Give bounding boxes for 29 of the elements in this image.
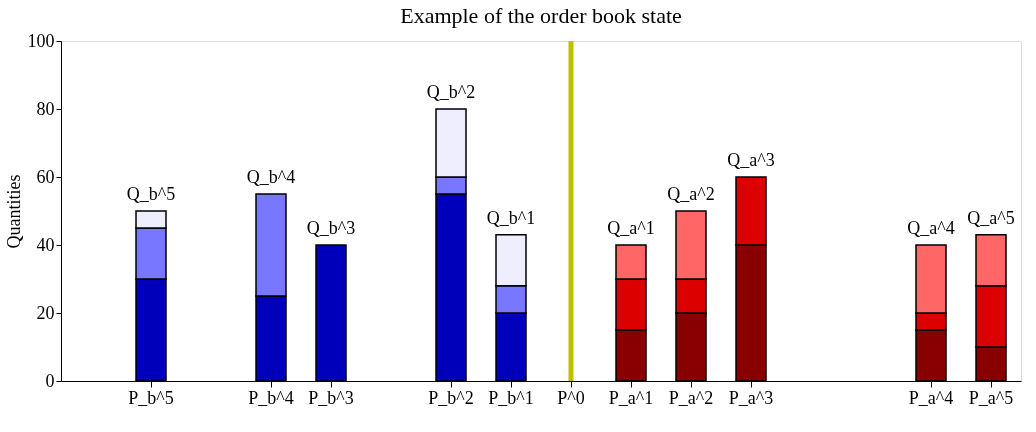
annotation: Q_a^3	[727, 150, 775, 170]
annotation: Q_b^2	[426, 82, 476, 102]
y-tick-label: 60	[36, 166, 55, 187]
x-tick-label: P_b^4	[248, 387, 294, 408]
annotation: Q_a^4	[907, 218, 955, 238]
y-axis-title: Quantities	[3, 174, 24, 249]
annotation: Q_b^3	[306, 218, 356, 238]
annotation: Q_a^2	[667, 184, 715, 204]
x-tick-label: P_a^2	[668, 387, 714, 408]
x-tick-label: P_a^3	[728, 387, 774, 408]
y-tick-label: 80	[36, 98, 55, 119]
annotation: Q_a^1	[607, 218, 655, 238]
y-tick-label: 20	[36, 302, 55, 323]
y-tick-label: 0	[45, 370, 55, 391]
annotation: Q_b^1	[486, 207, 536, 228]
x-tick-label: P_a^1	[608, 387, 654, 408]
x-tick-label: P_a^5	[968, 387, 1014, 408]
annotation: Q_b^5	[126, 184, 176, 204]
x-tick-label: P_a^4	[908, 387, 954, 408]
y-tick-label: 40	[36, 234, 55, 255]
x-tick-label: P_b^5	[128, 387, 174, 408]
annotation: Q_a^5	[967, 207, 1015, 228]
x-tick-label: P_b^1	[488, 387, 534, 408]
chart-title: Example of the order book state	[400, 3, 682, 28]
x-tick-label: P_b^3	[308, 387, 354, 408]
x-tick-label: P_b^2	[428, 387, 474, 408]
y-tick-label: 100	[27, 30, 55, 51]
annotation: Q_b^4	[246, 167, 296, 187]
x-tick-label: P^0	[557, 387, 585, 408]
